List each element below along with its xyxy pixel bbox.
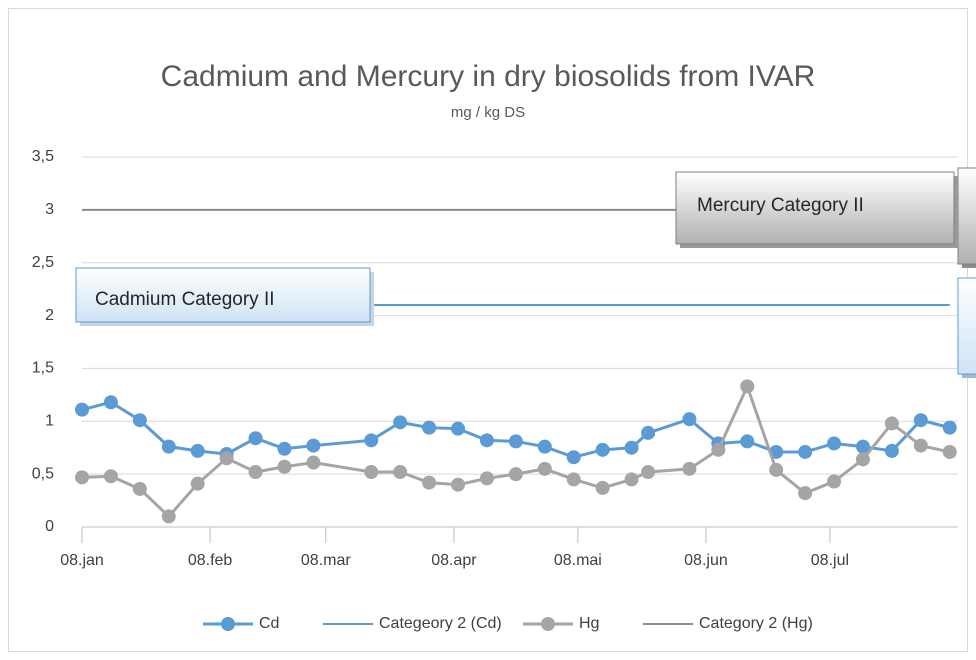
data-point	[740, 379, 755, 394]
legend-label: Category 2 (Hg)	[699, 615, 813, 632]
legend-marker	[541, 617, 555, 631]
legend-label: Hg	[579, 615, 599, 632]
data-point	[537, 461, 552, 476]
data-point	[248, 431, 263, 446]
legend-label: Categeory 2 (Cd)	[379, 615, 502, 632]
data-point	[393, 415, 408, 430]
data-point	[393, 465, 408, 480]
data-point	[641, 425, 656, 440]
data-point	[190, 443, 205, 458]
data-point	[277, 459, 292, 474]
y-tick-label: 1	[45, 413, 54, 430]
y-tick-label: 0	[45, 518, 54, 535]
data-point	[161, 439, 176, 454]
data-point	[798, 486, 813, 501]
y-tick-label: 3,5	[32, 148, 54, 165]
cut-box	[957, 277, 976, 375]
data-point	[913, 438, 928, 453]
data-point	[566, 450, 581, 465]
data-point	[422, 475, 437, 490]
data-point	[884, 443, 899, 458]
data-point	[219, 451, 234, 466]
x-tick-label: 08.feb	[188, 552, 233, 569]
annotation-text: Mercury Category II	[697, 195, 864, 216]
annotations: Cadmium Category II Mercury Category II	[75, 167, 976, 378]
x-tick-label: 08.jan	[60, 552, 104, 569]
data-point	[364, 433, 379, 448]
data-point	[624, 472, 639, 487]
annotation-box	[675, 171, 955, 245]
data-point	[508, 467, 523, 482]
data-point	[103, 395, 118, 410]
data-point	[451, 477, 466, 492]
data-point	[682, 412, 697, 427]
data-point	[855, 452, 870, 467]
data-point	[479, 471, 494, 486]
data-point	[508, 434, 523, 449]
x-tick-label: 08.apr	[431, 552, 477, 569]
x-tick-label: 08.mai	[554, 552, 602, 569]
data-point	[132, 413, 147, 428]
chart-title: Cadmium and Mercury in dry biosolids fro…	[161, 60, 816, 93]
annotation-text: Cadmium Category II	[95, 289, 275, 310]
data-point	[798, 444, 813, 459]
data-point	[641, 465, 656, 480]
data-point	[277, 441, 292, 456]
annotation-box	[75, 267, 371, 323]
data-point	[682, 461, 697, 476]
data-point	[595, 480, 610, 495]
data-point	[103, 469, 118, 484]
x-tick-label: 08.mar	[301, 552, 351, 569]
data-point	[827, 436, 842, 451]
plot-area	[75, 208, 957, 524]
legend: Cd Categeory 2 (Cd) Hg Category 2 (Hg)	[203, 615, 813, 632]
data-point	[740, 434, 755, 449]
x-tick-label: 08.jul	[811, 552, 849, 569]
cut-box	[957, 167, 976, 265]
data-point	[190, 476, 205, 491]
data-point	[942, 444, 957, 459]
x-tick-label: 08.jun	[684, 552, 728, 569]
data-point	[595, 442, 610, 457]
legend-label: Cd	[259, 615, 279, 632]
chart-subtitle: mg / kg DS	[451, 104, 525, 121]
data-point	[913, 413, 928, 428]
data-point	[855, 439, 870, 454]
data-point	[451, 421, 466, 436]
chart-border	[8, 8, 968, 652]
data-point	[306, 438, 321, 453]
data-point	[306, 455, 321, 470]
data-point	[827, 474, 842, 489]
data-point	[75, 402, 89, 417]
data-point	[248, 465, 263, 480]
data-point	[75, 470, 89, 485]
y-tick-label: 2	[45, 307, 54, 324]
data-point	[884, 416, 899, 431]
y-tick-label: 2,5	[32, 254, 54, 271]
data-point	[161, 509, 176, 524]
data-point	[132, 481, 147, 496]
y-tick-label: 1,5	[32, 360, 54, 377]
data-point	[537, 439, 552, 454]
data-point	[624, 440, 639, 455]
data-point	[769, 462, 784, 477]
y-tick-label: 0,5	[32, 465, 54, 482]
data-point	[422, 420, 437, 435]
legend-marker	[221, 617, 235, 631]
data-point	[364, 465, 379, 480]
data-point	[942, 420, 957, 435]
data-point	[566, 472, 581, 487]
y-tick-label: 3	[45, 201, 54, 218]
data-point	[479, 433, 494, 448]
data-point	[711, 442, 726, 457]
